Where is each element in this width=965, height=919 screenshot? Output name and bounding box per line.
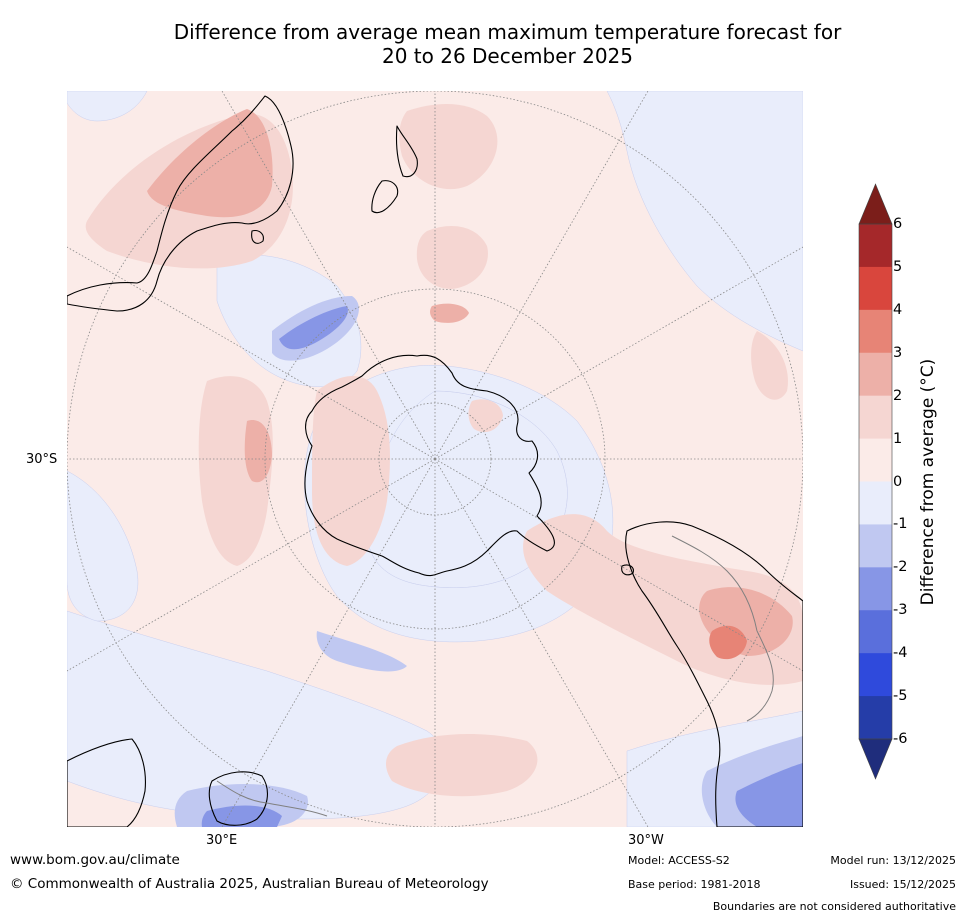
anomaly-pos-sa-pacific <box>751 331 788 400</box>
country-borders <box>216 535 774 817</box>
colorbar-tick-label: -1 <box>893 516 908 533</box>
coast-africa <box>67 738 146 827</box>
colorbar-cell <box>859 610 892 654</box>
chart-title: Difference from average mean maximum tem… <box>0 20 965 68</box>
coast-australia <box>67 95 294 312</box>
colorbar-cell <box>859 696 892 740</box>
colorbar-cell <box>859 224 892 268</box>
colorbar-tick-label: -6 <box>893 731 908 747</box>
colorbar <box>858 183 893 780</box>
colorbar-tick-label: 5 <box>893 258 903 275</box>
border-south-america-2 <box>746 630 774 722</box>
colorbar-tick-label: 3 <box>893 344 903 361</box>
anomaly-pos-antarctic-peninsula <box>468 399 503 433</box>
meridian-120w <box>434 246 803 460</box>
anomaly-neg3-patch-1 <box>279 306 348 350</box>
anomaly-neg-sw <box>67 470 139 622</box>
anomaly-pos-south-pacific <box>399 104 498 190</box>
footer-website[interactable]: www.bom.gov.au/climate <box>10 852 180 868</box>
anomaly-neg3-patch-3 <box>201 805 282 827</box>
anomaly-neg-top-left <box>67 91 148 122</box>
colorbar-cell <box>859 524 892 568</box>
anomaly-pos3-patch <box>709 625 747 660</box>
anomaly-pos-bottom <box>385 734 538 797</box>
colorbar-over-arrow <box>858 183 893 225</box>
anomaly-pos2-australia <box>147 109 273 218</box>
colorbar-label: Difference from average (°C) <box>918 358 938 606</box>
colorbar-tick-label: 6 <box>893 216 903 232</box>
map-svg <box>67 91 803 827</box>
anomaly-neg-south-atlantic <box>606 91 803 352</box>
coast-falklands <box>621 564 634 576</box>
title-line-1: Difference from average mean maximum tem… <box>173 20 842 44</box>
border-south-america-1 <box>671 535 758 632</box>
colorbar-tick-label: -2 <box>893 559 908 576</box>
anomaly-neg2-patch-2 <box>316 631 407 672</box>
anomaly-negative-strong <box>201 306 803 827</box>
anomaly-pos2-pacific <box>430 303 469 323</box>
map-panel[interactable] <box>67 91 803 827</box>
meridian-150e <box>221 91 436 460</box>
colorbar-tick-label: 4 <box>893 301 903 318</box>
footer-model: Model: ACCESS-S2 <box>628 854 730 867</box>
anomaly-neg3-patch-2 <box>735 763 803 827</box>
colorbar-cell <box>859 567 892 611</box>
colorbar-under-arrow <box>858 738 893 780</box>
meridian-30e <box>221 458 436 827</box>
footer-copyright: © Commonwealth of Australia 2025, Austra… <box>10 876 489 892</box>
coast-antarctica <box>304 354 555 577</box>
coast-tasmania <box>251 230 264 244</box>
colorbar-tick-label: -5 <box>893 688 908 705</box>
coast-nz-south <box>371 180 399 214</box>
colorbar-tick-label: -4 <box>893 645 908 662</box>
coastlines <box>67 95 803 827</box>
lon-label-30e: 30°E <box>206 833 238 848</box>
colorbar-tick-label: 0 <box>893 473 903 490</box>
colorbar-cell <box>859 352 892 397</box>
colorbar-cell <box>859 653 892 697</box>
footer-model-run: Model run: 13/12/2025 <box>830 854 956 867</box>
colorbar-cell <box>859 481 892 525</box>
meridian-60w <box>434 458 803 672</box>
colorbar-tick-label: 2 <box>893 387 903 404</box>
footer-base-period: Base period: 1981-2018 <box>628 878 761 891</box>
meridian-30w <box>434 458 649 827</box>
lon-label-30w: 30°W <box>628 833 664 848</box>
colorbar-cell <box>859 266 892 311</box>
coast-madagascar <box>208 771 268 826</box>
title-line-2: 20 to 26 December 2025 <box>381 44 633 68</box>
colorbar-frame <box>858 223 893 740</box>
footer-disclaimer: Boundaries are not considered authoritat… <box>712 900 956 913</box>
meridian-150w <box>434 91 649 460</box>
coast-south-america <box>625 521 803 827</box>
anomaly-positive-mid <box>147 109 793 656</box>
colorbar-tick-label: 1 <box>893 430 903 447</box>
colorbar-cell <box>859 395 892 440</box>
meridian-60e <box>67 458 436 672</box>
anomaly-positive-strong <box>709 625 747 660</box>
coast-nz-north <box>395 125 418 178</box>
border-africa-1 <box>216 780 328 817</box>
colorbar-cell <box>859 309 892 354</box>
colorbar-tick-label: -3 <box>893 602 908 619</box>
colorbar-cell <box>859 438 892 482</box>
lat-label-30s: 30°S <box>26 452 58 467</box>
footer-issued: Issued: 15/12/2025 <box>849 878 956 891</box>
latitude-circle-60 <box>264 288 606 630</box>
